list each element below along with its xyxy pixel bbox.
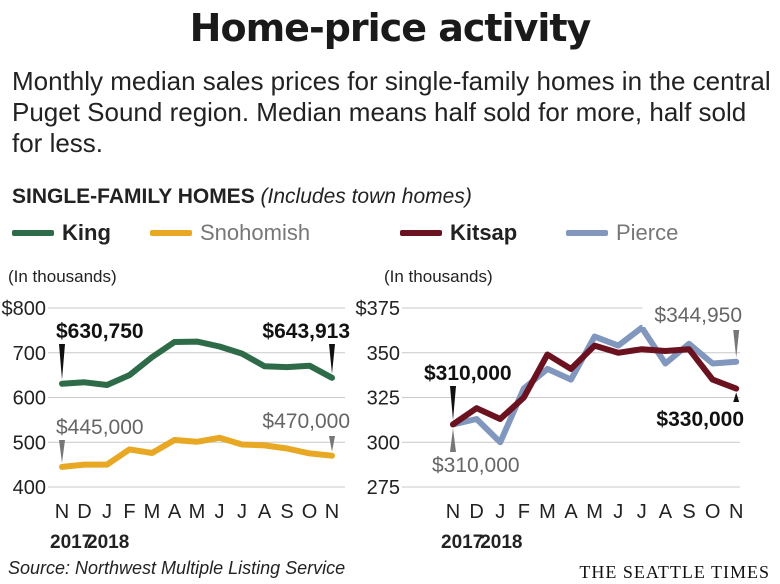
x-tick-label: M xyxy=(144,501,161,523)
x-tick-label: J xyxy=(613,501,623,523)
annotation-label: $445,000 xyxy=(56,416,144,439)
unit-note: (In thousands) xyxy=(8,267,117,286)
legend-swatch-pierce xyxy=(566,230,608,236)
x-tick-label: N xyxy=(325,501,339,523)
annotation-pointer xyxy=(733,392,740,402)
legend-item-snohomish: Snohomish xyxy=(150,219,310,247)
annotation-bg xyxy=(642,302,744,327)
annotation-bg xyxy=(54,318,156,343)
annotation-bg xyxy=(250,408,352,433)
page-title: Home-price activity xyxy=(189,6,592,50)
x-tick-label: S xyxy=(682,501,695,523)
x-tick-label: J xyxy=(637,501,647,523)
x-tick-label: F xyxy=(518,501,530,523)
x-tick-label: F xyxy=(123,501,135,523)
series-line-snohomish xyxy=(59,434,335,470)
legend-label-kitsap: Kitsap xyxy=(450,220,518,245)
y-tick-label: 350 xyxy=(367,343,400,365)
y-tick-label: 600 xyxy=(13,388,46,410)
annotation-pointer xyxy=(450,386,456,421)
annotation-bg xyxy=(54,414,156,439)
x-tick-label: S xyxy=(280,501,293,523)
annotation-bg xyxy=(644,406,746,431)
section-heading-bold: SINGLE-FAMILY HOMES xyxy=(12,185,255,208)
legend-item-pierce: Pierce xyxy=(566,219,678,247)
legend-swatch-snohomish xyxy=(150,230,192,236)
legend-swatch-kitsap xyxy=(400,230,442,236)
y-tick-label: $375 xyxy=(356,298,401,320)
annotation-label: $310,000 xyxy=(424,362,512,385)
x-tick-label: D xyxy=(469,501,483,523)
x-tick-label: J xyxy=(495,501,505,523)
annotation-label: $344,950 xyxy=(654,304,742,327)
year-label: 2018 xyxy=(87,532,129,553)
x-tick-label: N xyxy=(55,501,69,523)
annotation-pointer xyxy=(450,428,456,452)
year-label: 2017 xyxy=(441,532,483,553)
annotation-pointer xyxy=(329,436,335,452)
x-tick-label: A xyxy=(659,501,673,523)
page-subtitle: Monthly median sales prices for single-f… xyxy=(12,66,771,158)
x-tick-label: M xyxy=(189,501,206,523)
y-tick-label: 325 xyxy=(367,388,400,410)
x-tick-label: J xyxy=(237,501,247,523)
legend-item-kitsap: Kitsap xyxy=(400,219,517,247)
annotation-label: $470,000 xyxy=(262,410,350,433)
legend-label-king: King xyxy=(62,220,111,245)
section-heading: SINGLE-FAMILY HOMES (Includes town homes… xyxy=(12,185,472,209)
year-label: 2018 xyxy=(480,532,522,553)
annotation-label: $630,750 xyxy=(56,320,144,343)
y-tick-label: 300 xyxy=(367,432,400,454)
section-heading-italic: (Includes town homes) xyxy=(260,185,472,208)
annotation-pointer xyxy=(59,344,65,380)
x-tick-label: M xyxy=(539,501,556,523)
series-line-king xyxy=(59,338,335,388)
series-line-pierce xyxy=(450,324,740,446)
legend-label-pierce: Pierce xyxy=(616,220,679,245)
annotation-pointer xyxy=(329,344,335,374)
annotation-pointer xyxy=(59,440,65,463)
x-tick-label: A xyxy=(258,501,272,523)
annotation-label: $643,913 xyxy=(262,320,350,343)
x-tick-label: O xyxy=(705,501,721,523)
y-tick-label: 500 xyxy=(13,432,46,454)
annotation-bg xyxy=(430,452,532,477)
unit-note: (In thousands) xyxy=(384,267,493,286)
legend-item-king: King xyxy=(12,219,111,247)
x-tick-label: J xyxy=(215,501,225,523)
y-tick-label: 700 xyxy=(13,343,46,365)
annotation-label: $310,000 xyxy=(432,454,520,477)
annotation-label: $330,000 xyxy=(656,408,744,431)
source-note: Source: Northwest Multiple Listing Servi… xyxy=(8,558,346,578)
x-tick-label: D xyxy=(77,501,91,523)
x-tick-label: A xyxy=(564,501,578,523)
year-label: 2017 xyxy=(50,532,92,553)
y-tick-label: 400 xyxy=(13,477,46,499)
series-line-kitsap xyxy=(450,342,740,428)
annotation-bg xyxy=(422,360,524,385)
masthead-logo: THE SEATTLE TIMES xyxy=(579,562,770,582)
x-tick-label: A xyxy=(168,501,182,523)
x-tick-label: N xyxy=(729,501,743,523)
x-tick-label: J xyxy=(102,501,112,523)
x-tick-label: O xyxy=(302,501,318,523)
y-tick-label: 275 xyxy=(367,477,400,499)
legend-label-snohomish: Snohomish xyxy=(200,220,311,245)
x-tick-label: N xyxy=(446,501,460,523)
annotation-bg xyxy=(250,318,352,343)
y-tick-label: $800 xyxy=(2,298,47,320)
legend-swatch-king xyxy=(12,230,54,236)
x-tick-label: M xyxy=(586,501,603,523)
annotation-pointer xyxy=(733,330,740,358)
